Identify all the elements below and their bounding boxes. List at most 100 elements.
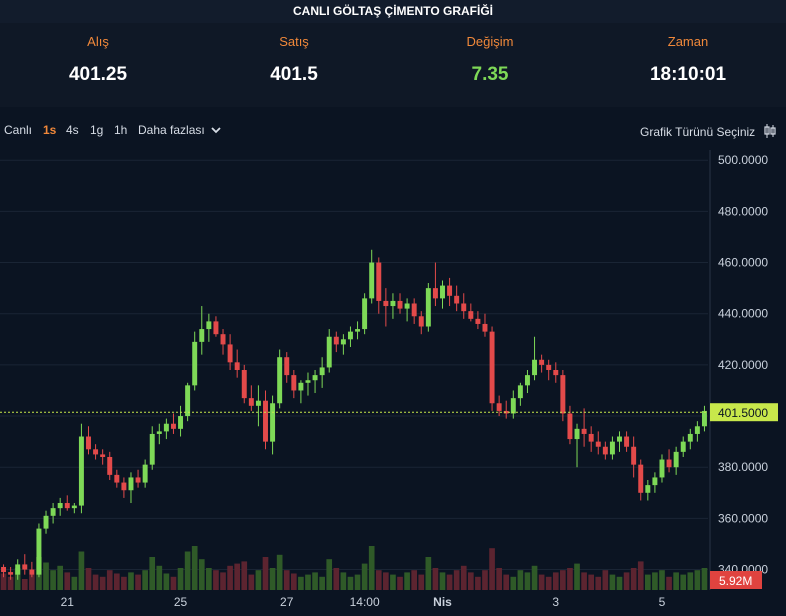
candlestick-icon xyxy=(763,124,776,138)
candle xyxy=(680,436,686,457)
interval-1g-button[interactable]: 1g xyxy=(90,123,104,137)
candle-body xyxy=(50,508,56,516)
volume-bar xyxy=(368,546,375,590)
volume-bar xyxy=(283,570,290,590)
candle-body xyxy=(567,413,573,440)
candle-body xyxy=(277,357,283,404)
candle-body xyxy=(694,426,700,434)
chart-type-selector[interactable]: Grafik Türünü Seçiniz xyxy=(640,123,777,139)
volume-bar xyxy=(43,562,49,590)
candle xyxy=(362,293,368,335)
volume-bar xyxy=(198,559,205,590)
volume-bar xyxy=(50,570,56,590)
candle xyxy=(263,390,268,450)
candle-body xyxy=(666,459,672,468)
candle xyxy=(355,321,361,340)
volume-bar xyxy=(121,576,127,590)
volume-bar xyxy=(524,572,531,590)
volume-bar xyxy=(694,570,701,590)
candle xyxy=(284,352,290,383)
volume-bar xyxy=(567,568,573,590)
candle xyxy=(64,495,70,511)
volume-bar xyxy=(496,568,502,590)
volume-bar xyxy=(574,563,580,590)
y-tick-label: 440.0000 xyxy=(718,307,768,321)
candle-body xyxy=(100,454,106,457)
candle xyxy=(475,311,481,330)
last-price-badge: 401.5000 xyxy=(710,403,778,422)
x-tick-label: 5 xyxy=(659,595,666,609)
volume-bar xyxy=(503,574,510,590)
candle xyxy=(659,454,665,483)
candle-body xyxy=(213,321,219,335)
candle xyxy=(185,382,191,422)
change-label: Değişim xyxy=(466,34,514,49)
candle-body xyxy=(29,569,35,575)
candle xyxy=(156,423,162,445)
candle-body xyxy=(199,329,205,342)
ask-value: 401.5 xyxy=(270,64,318,85)
candle xyxy=(170,413,176,434)
volume-bar xyxy=(156,565,163,590)
x-tick-label: 25 xyxy=(174,595,188,609)
price-chart[interactable]: 500.0000 480.0000 460.0000 440.0000 420.0000… xyxy=(0,150,786,616)
candle xyxy=(461,293,467,319)
candle xyxy=(390,293,396,319)
more-intervals-button[interactable]: Daha fazlası xyxy=(138,123,221,137)
candle xyxy=(638,459,644,501)
candle xyxy=(291,370,297,399)
candle-body xyxy=(135,477,141,483)
ask-label: Satış xyxy=(279,34,309,49)
volume-bar xyxy=(340,572,347,590)
more-intervals-label: Daha fazlası xyxy=(138,123,205,137)
interval-1h-button[interactable]: 1h xyxy=(114,123,128,137)
candle xyxy=(687,428,693,450)
volume-bar xyxy=(220,572,226,590)
candle xyxy=(595,431,601,455)
interval-1s-button[interactable]: 1s xyxy=(43,123,57,137)
candle-body xyxy=(15,564,21,575)
candle xyxy=(588,426,594,452)
y-tick-label: 380.0000 xyxy=(718,460,768,474)
volume-bar xyxy=(383,572,389,590)
volume-bar xyxy=(460,565,467,590)
candle-body xyxy=(64,503,70,509)
volume-bar xyxy=(439,572,446,590)
candle xyxy=(631,436,637,478)
candle-body xyxy=(553,370,559,376)
chart-toolbar: Canlı 1s 4s 1g 1h Daha fazlası Grafik Tü… xyxy=(0,116,786,144)
candle-body xyxy=(347,331,353,340)
volume-bar xyxy=(673,572,679,590)
volume-bar xyxy=(361,563,368,590)
volume-bar xyxy=(0,573,7,590)
candle xyxy=(617,431,622,452)
candle-body xyxy=(333,336,339,345)
volume-bar xyxy=(241,561,248,590)
candle xyxy=(149,426,155,470)
volume-bar xyxy=(354,574,361,590)
candle-body xyxy=(496,403,502,411)
candle xyxy=(50,503,56,524)
volume-bar xyxy=(149,557,156,590)
volume-bar xyxy=(113,573,120,590)
volume-badge-bg xyxy=(710,571,762,589)
volume-bar xyxy=(305,574,311,590)
volume-badge: 5.92M xyxy=(710,571,762,589)
interval-live-button[interactable]: Canlı xyxy=(4,123,33,137)
interval-4s-button[interactable]: 4s xyxy=(66,123,79,137)
candle-body xyxy=(149,433,155,465)
volume-bar xyxy=(106,570,113,590)
volume-bars xyxy=(0,546,708,590)
candle xyxy=(142,459,148,488)
volume-bar xyxy=(85,568,92,590)
candle-body xyxy=(510,398,516,414)
candle-body xyxy=(241,370,247,399)
candle xyxy=(560,370,566,422)
bid-value: 401.25 xyxy=(68,64,128,85)
candle-body xyxy=(128,477,134,491)
candle xyxy=(340,334,346,355)
candle xyxy=(567,405,573,445)
candle xyxy=(447,277,453,307)
volume-bar xyxy=(397,576,403,590)
volume-bar xyxy=(560,570,566,590)
